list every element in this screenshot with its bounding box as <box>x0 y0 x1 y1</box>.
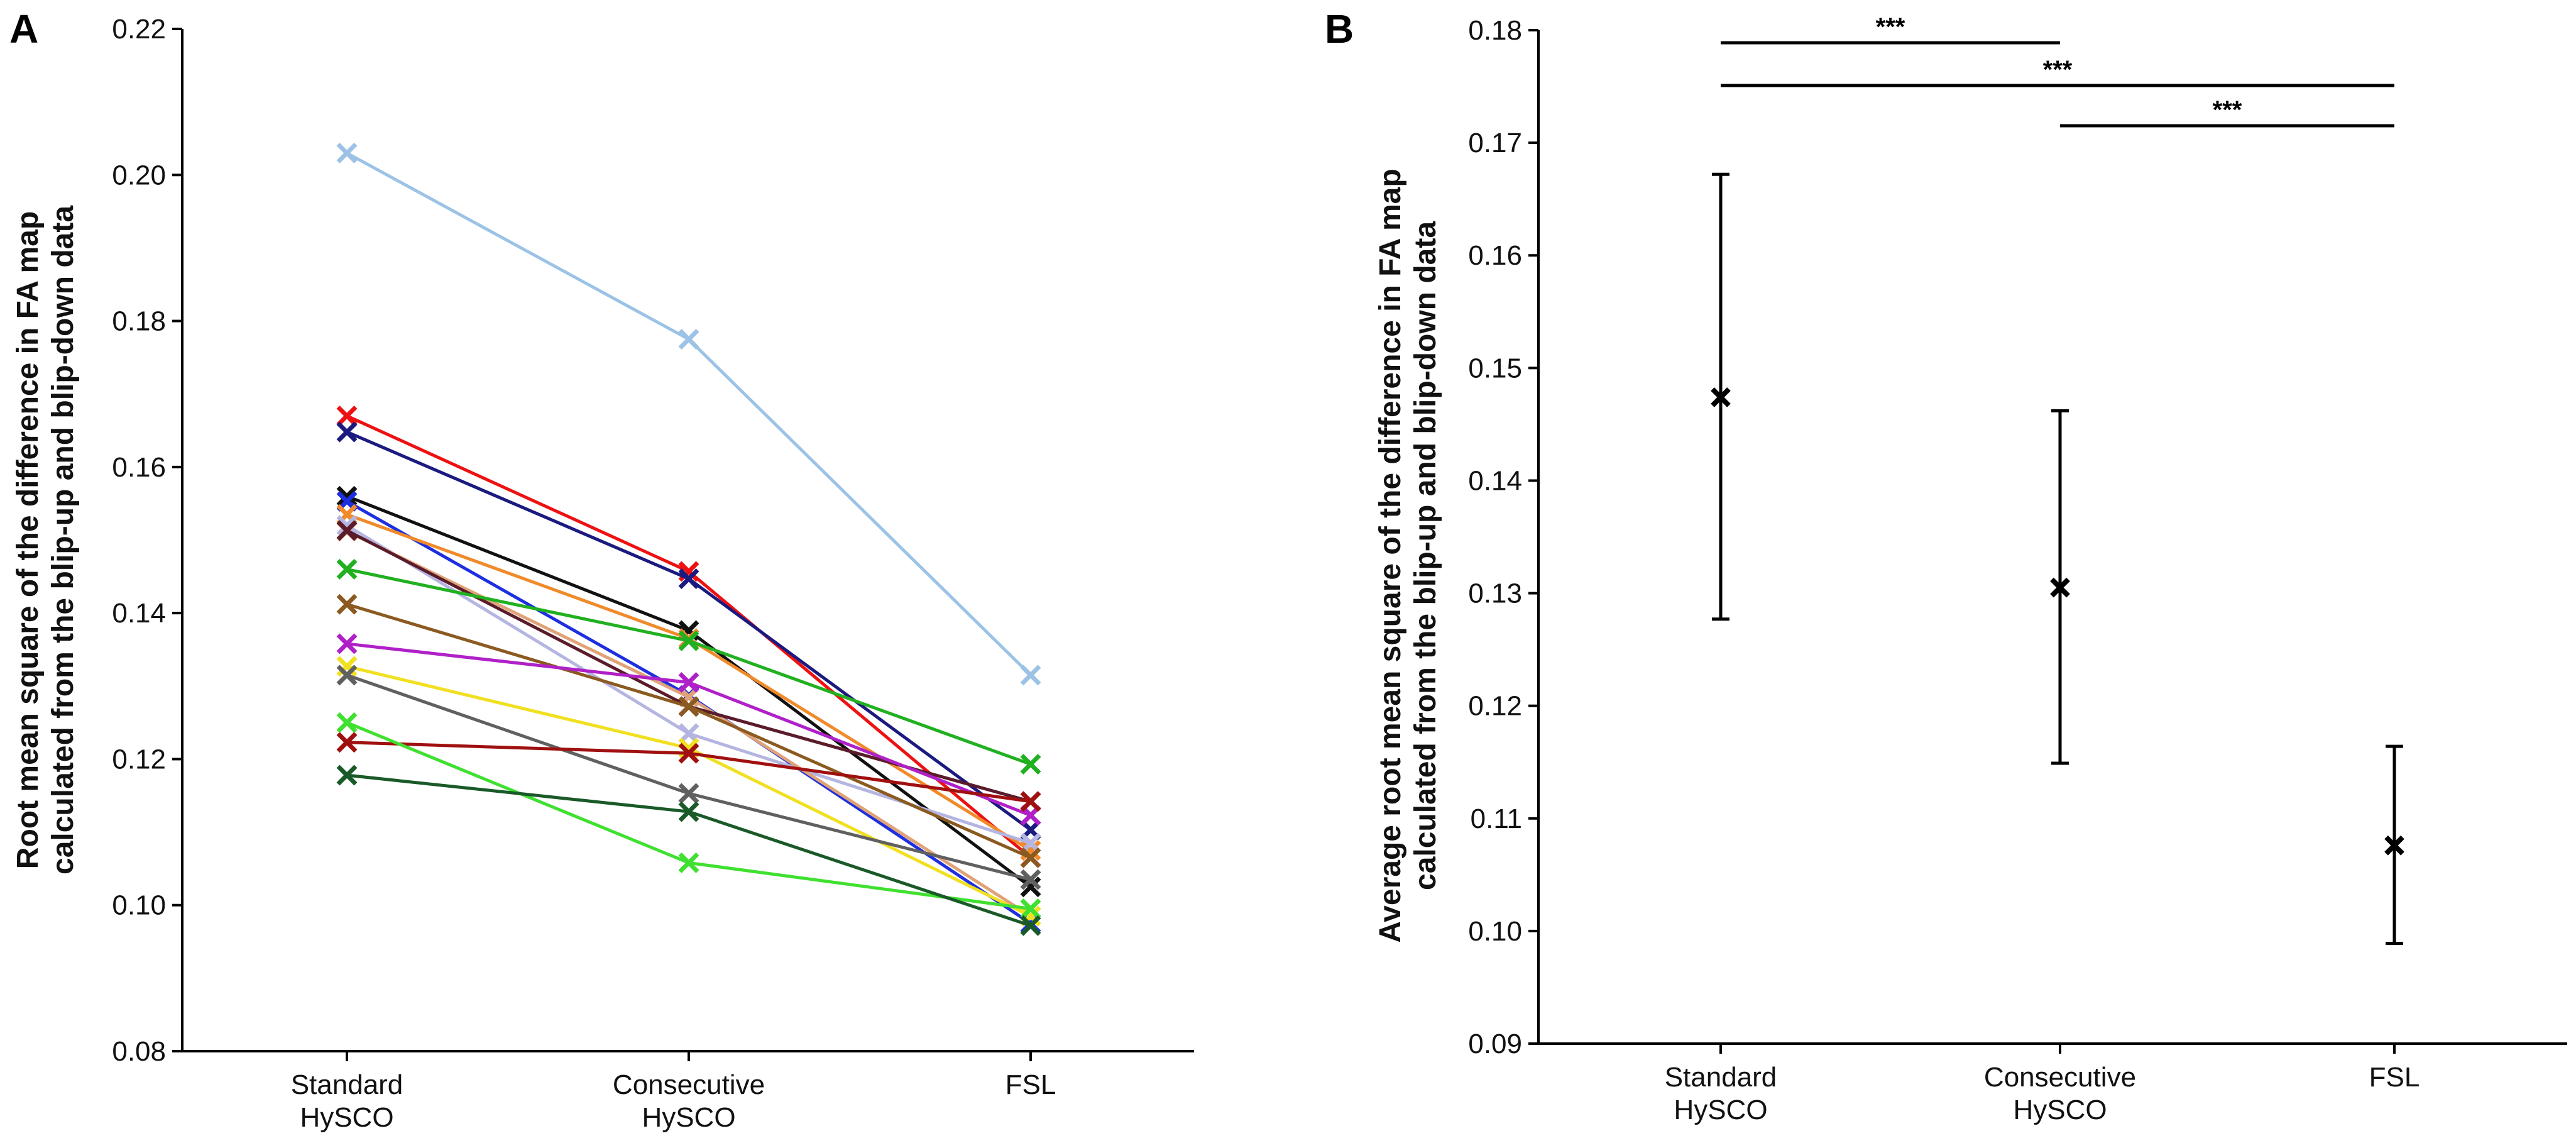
y-tick-label-a: 0.14 <box>112 598 166 629</box>
series-path <box>346 642 1031 817</box>
x-tick-label-a: HySCO <box>300 1102 393 1133</box>
data-point-marker <box>678 852 699 873</box>
y-tick-label-b: 0.12 <box>1468 691 1522 722</box>
data-point-marker <box>678 801 699 822</box>
panel-a-line-chart: 0.08 0.10 0.12 0.14 0.16 0.18 0.20 0.22 Standard… <box>11 14 1194 1133</box>
data-point-marker <box>678 630 699 651</box>
data-point-marker <box>336 633 358 654</box>
mean-marker <box>2050 577 2070 598</box>
error-bar-group-3 <box>2384 744 2404 946</box>
series-line-16 <box>336 712 1041 919</box>
mean-marker <box>1711 387 1731 407</box>
data-point-marker <box>1020 915 1041 936</box>
data-point-marker <box>678 568 699 590</box>
data-point-marker <box>1020 791 1041 812</box>
y-tick-label-b: 0.18 <box>1468 15 1522 46</box>
x-tick-label-a: Consecutive <box>613 1069 765 1100</box>
y-tick-label-a: 0.22 <box>112 14 166 45</box>
data-point-marker <box>1020 754 1041 775</box>
data-point-marker <box>1020 869 1041 890</box>
data-point-marker <box>1020 847 1041 868</box>
y-tick-label-a: 0.10 <box>112 890 166 921</box>
y-tick-label-b: 0.15 <box>1468 353 1522 384</box>
y-tick-label-a: 0.18 <box>112 306 166 337</box>
data-point-marker <box>336 712 358 733</box>
data-point-marker <box>678 742 699 764</box>
series-line-9 <box>336 520 1041 812</box>
series-line-12 <box>336 633 1041 826</box>
y-tick-label-a: 0.12 <box>112 744 166 775</box>
data-point-marker <box>678 696 699 717</box>
series-path <box>346 152 1032 676</box>
x-tick-label-b: FSL <box>2369 1062 2420 1093</box>
data-point-marker <box>1020 876 1041 898</box>
x-tick-label-b: Consecutive <box>1984 1062 2136 1093</box>
series-line-15 <box>336 732 1041 812</box>
x-tick-label-b: HySCO <box>2013 1095 2107 1125</box>
panel-label-a: A <box>9 6 38 52</box>
data-point-marker <box>336 520 358 541</box>
data-point-marker <box>336 515 358 536</box>
x-tick-label-a: HySCO <box>642 1102 735 1133</box>
error-bar-group-2 <box>2050 409 2070 765</box>
significance-bracket-1: *** <box>1721 13 2060 45</box>
data-point-marker <box>336 485 358 507</box>
y-tick-label-b: 0.17 <box>1468 128 1522 158</box>
data-point-marker <box>678 329 699 350</box>
significance-bracket-2: *** <box>1721 56 2394 87</box>
y-tick-label-b: 0.09 <box>1468 1029 1522 1059</box>
x-tick-label-a: FSL <box>1006 1069 1056 1100</box>
y-tick-label-b: 0.13 <box>1468 578 1522 609</box>
data-point-marker <box>1020 665 1041 686</box>
mean-marker <box>2384 835 2404 856</box>
x-tick-label-b: Standard <box>1665 1062 1777 1093</box>
data-point-marker <box>336 764 358 786</box>
panel-label-b: B <box>1325 6 1354 52</box>
y-tick-label-b: 0.10 <box>1468 916 1522 947</box>
series-line-11 <box>336 593 1041 868</box>
significance-label: *** <box>1876 13 1905 41</box>
panel-b-errorbar-chart: 0.09 0.10 0.11 0.12 0.13 0.14 0.15 0.16 0.17 0.18… <box>1374 13 2567 1125</box>
y-tick-label-a: 0.16 <box>112 452 166 483</box>
series-line-14 <box>336 665 1041 890</box>
y-tick-label-b: 0.16 <box>1468 240 1522 271</box>
y-axis-title-a: Root mean square of the difference in FA… <box>11 206 80 875</box>
series-line-5 <box>336 490 1041 934</box>
x-tick-label-b: HySCO <box>1674 1095 1767 1125</box>
series-line-10 <box>336 558 1041 775</box>
data-point-marker <box>336 665 358 686</box>
data-point-marker <box>336 142 358 163</box>
series-line-17 <box>336 764 1041 936</box>
data-point-marker <box>1020 898 1041 919</box>
x-tick-label-a: Standard <box>291 1069 403 1100</box>
y-axis-title-b: Average root mean square of the differen… <box>1374 168 1442 942</box>
significance-label: *** <box>2213 96 2242 124</box>
error-bar-group-1 <box>1711 172 1731 621</box>
data-point-marker <box>678 783 699 804</box>
data-point-marker <box>336 558 358 580</box>
data-point-marker <box>336 406 358 427</box>
data-point-marker <box>336 593 358 615</box>
series-line-1 <box>336 142 1041 686</box>
y-tick-label-b: 0.14 <box>1468 465 1522 496</box>
y-tick-label-b: 0.11 <box>1471 803 1522 834</box>
series-line-4 <box>336 485 1041 898</box>
data-point-marker <box>678 672 699 693</box>
data-point-marker <box>336 732 358 753</box>
significance-bracket-3: *** <box>2060 96 2394 128</box>
significance-label: *** <box>2043 56 2073 84</box>
y-tick-label-a: 0.08 <box>112 1036 166 1067</box>
data-point-marker <box>336 421 358 443</box>
y-tick-label-a: 0.20 <box>112 160 166 190</box>
